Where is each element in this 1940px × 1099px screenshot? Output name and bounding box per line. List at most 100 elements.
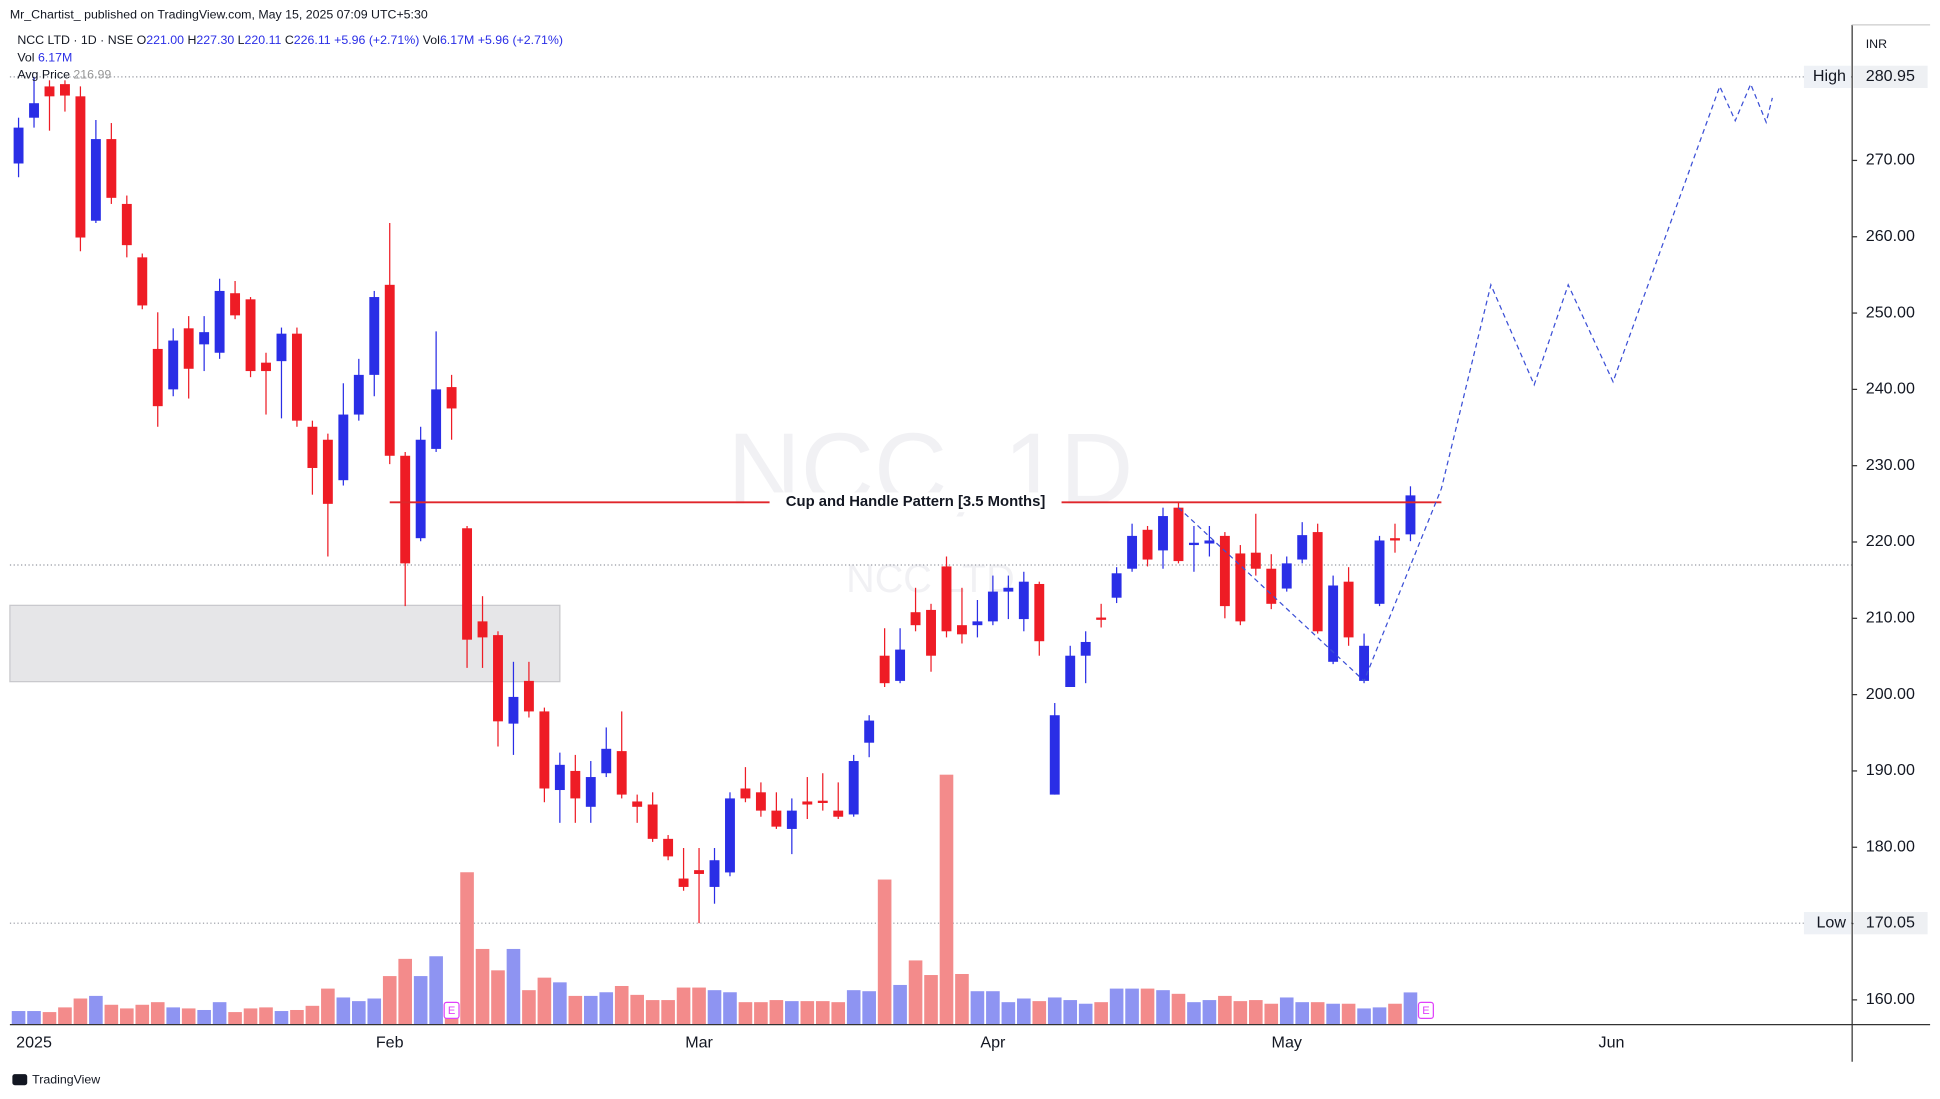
volume-bar (1156, 990, 1170, 1025)
candle-body (910, 612, 921, 626)
volume-bar (212, 1002, 227, 1025)
volume-bar (1372, 1007, 1387, 1025)
candle-body (1049, 715, 1060, 795)
candle-body (1312, 532, 1323, 632)
volume-bar (1140, 988, 1155, 1025)
candle-body (755, 792, 766, 811)
volume-bar (197, 1009, 211, 1025)
candle-body (1250, 552, 1261, 569)
volume-bar (1078, 1003, 1093, 1025)
y-tick-label: 230.00 (1866, 456, 1915, 474)
change: +5.96 (+2.71%) (478, 33, 563, 47)
volume-bar (614, 985, 629, 1025)
volume-bar (1357, 1008, 1371, 1025)
candle-body (1096, 617, 1107, 620)
price-tag-value: 280.95 (1866, 67, 1915, 85)
volume-bar (1109, 988, 1124, 1025)
currency: INR (1866, 37, 1887, 51)
candle-body (13, 127, 24, 164)
volume-bar (769, 1000, 784, 1025)
volume-bar (1017, 998, 1031, 1025)
candle-body (663, 838, 674, 857)
candle-body (1297, 535, 1308, 560)
candle-body (848, 761, 859, 815)
x-tick-label: Apr (980, 1033, 1006, 1051)
footer-logo: TradingView (12, 1073, 100, 1087)
volume-bar (1094, 1002, 1108, 1025)
volume-bar (568, 995, 583, 1025)
field-key: O (137, 33, 147, 47)
x-tick-label: May (1272, 1033, 1302, 1051)
volume-bar (1063, 1000, 1078, 1025)
candle-body (771, 810, 782, 827)
volume-bar (321, 988, 335, 1025)
candle-body (276, 333, 287, 362)
candle-body (1111, 573, 1122, 598)
volume-bar (1125, 988, 1139, 1025)
candle-body (44, 86, 55, 97)
candle-body (1359, 645, 1370, 681)
volume-bar (1341, 1003, 1356, 1025)
vol-key: Vol (423, 33, 440, 47)
candle-body (585, 777, 596, 807)
candle-body (957, 625, 967, 635)
candle-body (740, 788, 751, 799)
volume-bar (1248, 1000, 1263, 1025)
vol-value: 6.17M (440, 33, 474, 47)
price-tag-key: High (1813, 67, 1846, 85)
candle-body (725, 798, 735, 873)
candle-body (523, 680, 534, 712)
volume-bar (939, 774, 954, 1025)
pattern-label: Cup and Handle Pattern [3.5 Months] (786, 494, 1046, 510)
support-zone (9, 604, 561, 683)
volume-bar (645, 1000, 660, 1025)
volume-bar (862, 991, 876, 1025)
volume-bar (89, 995, 103, 1025)
event-label: E (1422, 1005, 1429, 1017)
candle-body (709, 860, 720, 887)
vol-value: 6.17M (38, 51, 72, 65)
candle-body (261, 362, 271, 372)
volume-bar (135, 1004, 150, 1025)
candle-body (1235, 553, 1246, 622)
projection-path (1178, 82, 1773, 682)
candle-body (1328, 585, 1339, 662)
volume-bar (723, 992, 737, 1025)
volume-bar (707, 990, 722, 1025)
y-tick-label: 160.00 (1866, 990, 1915, 1008)
candle-body (307, 426, 318, 468)
volume-bar (754, 1002, 768, 1025)
symbol: NCC LTD · 1D · NSE (17, 33, 133, 47)
candle-body (864, 720, 875, 743)
volume-bar (104, 1004, 119, 1025)
volume-bar (1171, 993, 1186, 1025)
price-tag-bg (1853, 65, 1928, 89)
candle-body (1390, 538, 1400, 541)
candle-body (121, 203, 132, 246)
volume-bar (908, 960, 923, 1025)
candle-body (90, 139, 101, 221)
candle-body (106, 139, 117, 198)
candle-body (415, 439, 426, 539)
field-value: 220.11 (245, 33, 282, 47)
candle-body (75, 96, 86, 238)
volume-bar (398, 958, 413, 1025)
candle-body (1374, 540, 1385, 604)
candle-body (895, 649, 906, 681)
legend-line: NCC LTD · 1D · NSE O221.00 H227.30 L220.… (17, 33, 563, 47)
volume-bar (1202, 1000, 1217, 1025)
candle-body (879, 655, 890, 684)
volume-bar (351, 1001, 366, 1025)
price-tag-key-bg (1803, 912, 1851, 935)
y-tick-label: 220.00 (1866, 532, 1915, 550)
candle-body (462, 528, 473, 640)
candle-body (1142, 529, 1153, 560)
candle-body (168, 340, 179, 390)
event-box (443, 1001, 460, 1020)
volume-bar (166, 1007, 181, 1025)
x-tick-label: 2025 (16, 1033, 52, 1051)
volume-bar (274, 1011, 289, 1025)
candle-body (477, 621, 488, 638)
candle-body (1065, 655, 1076, 687)
candle-body (972, 621, 983, 626)
